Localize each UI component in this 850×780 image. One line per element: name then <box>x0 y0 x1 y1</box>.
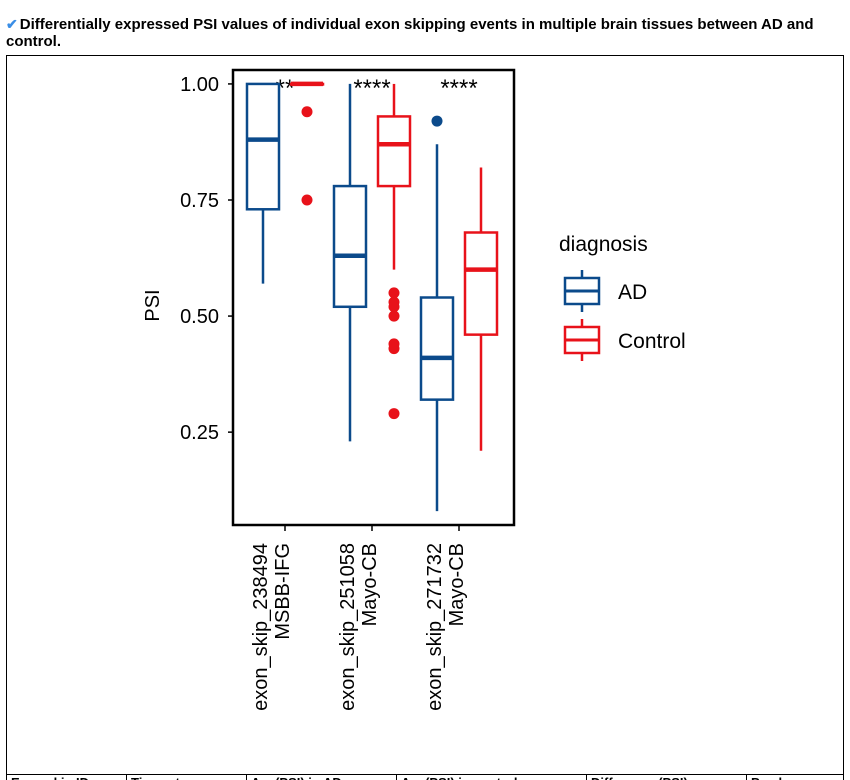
box-iqr <box>245 82 281 211</box>
y-tick-label: 0.50 <box>180 306 219 328</box>
figure-caption: ✔ Differentially expressed PSI values of … <box>6 16 844 50</box>
outlier-point <box>388 287 400 299</box>
outlier-point <box>431 115 443 127</box>
boxplot-chart: 1.00 0.75 0.50 0.25 PSI exon_skip_238494 MSBB-… <box>142 68 686 711</box>
table-header-cell: Difference (PSI) <box>587 775 747 780</box>
outlier-point <box>301 106 313 118</box>
legend-title: diagnosis <box>559 233 648 256</box>
outlier-point <box>388 301 400 313</box>
legend-entry-label: AD <box>618 281 647 304</box>
outlier-point <box>388 310 400 322</box>
significance-label: **** <box>353 75 390 102</box>
significance-label: **** <box>440 75 477 102</box>
x-tick-label-id: exon_skip_238494 <box>250 543 272 711</box>
outlier-point <box>301 194 313 206</box>
figure-frame: 1.00 0.75 0.50 0.25 PSI exon_skip_238494 MSBB-… <box>6 55 844 775</box>
table-header-cell: Tissue type <box>127 775 247 780</box>
legend-entry-label: Control <box>618 330 686 353</box>
box-iqr <box>332 184 368 309</box>
box-iqr <box>419 296 455 401</box>
box-iqr <box>463 231 499 336</box>
table-header-cell: P-value <box>747 775 843 780</box>
y-tick-label: 1.00 <box>180 74 219 96</box>
table-header-cell: Exon skip ID <box>7 775 127 780</box>
plot-panel-border <box>231 68 516 527</box>
x-tick-label-tissue: Mayo-CB <box>446 543 468 626</box>
caption-text: Differentially expressed PSI values of i… <box>6 16 814 50</box>
x-tick-label-tissue: Mayo-CB <box>359 543 381 626</box>
x-tick-label-id: exon_skip_251058 <box>337 543 359 711</box>
box-iqr <box>376 115 412 188</box>
y-tick-label: 0.75 <box>180 190 219 212</box>
table-header-cell: Avg(PSI) in AD <box>247 775 397 780</box>
y-tick-label: 0.25 <box>180 422 219 444</box>
y-axis-title: PSI <box>142 289 164 321</box>
outlier-point <box>388 408 400 420</box>
x-tick-label-tissue: MSBB-IFG <box>272 543 294 640</box>
checkmark-icon: ✔ <box>6 16 18 32</box>
x-tick-label-id: exon_skip_271732 <box>424 543 446 711</box>
significance-label: ** <box>276 75 295 102</box>
results-table-header: Exon skip ID Tissue type Avg(PSI) in AD … <box>6 774 844 780</box>
outlier-point <box>388 343 400 355</box>
table-header-cell: Avg(PSI) in control <box>397 775 587 780</box>
